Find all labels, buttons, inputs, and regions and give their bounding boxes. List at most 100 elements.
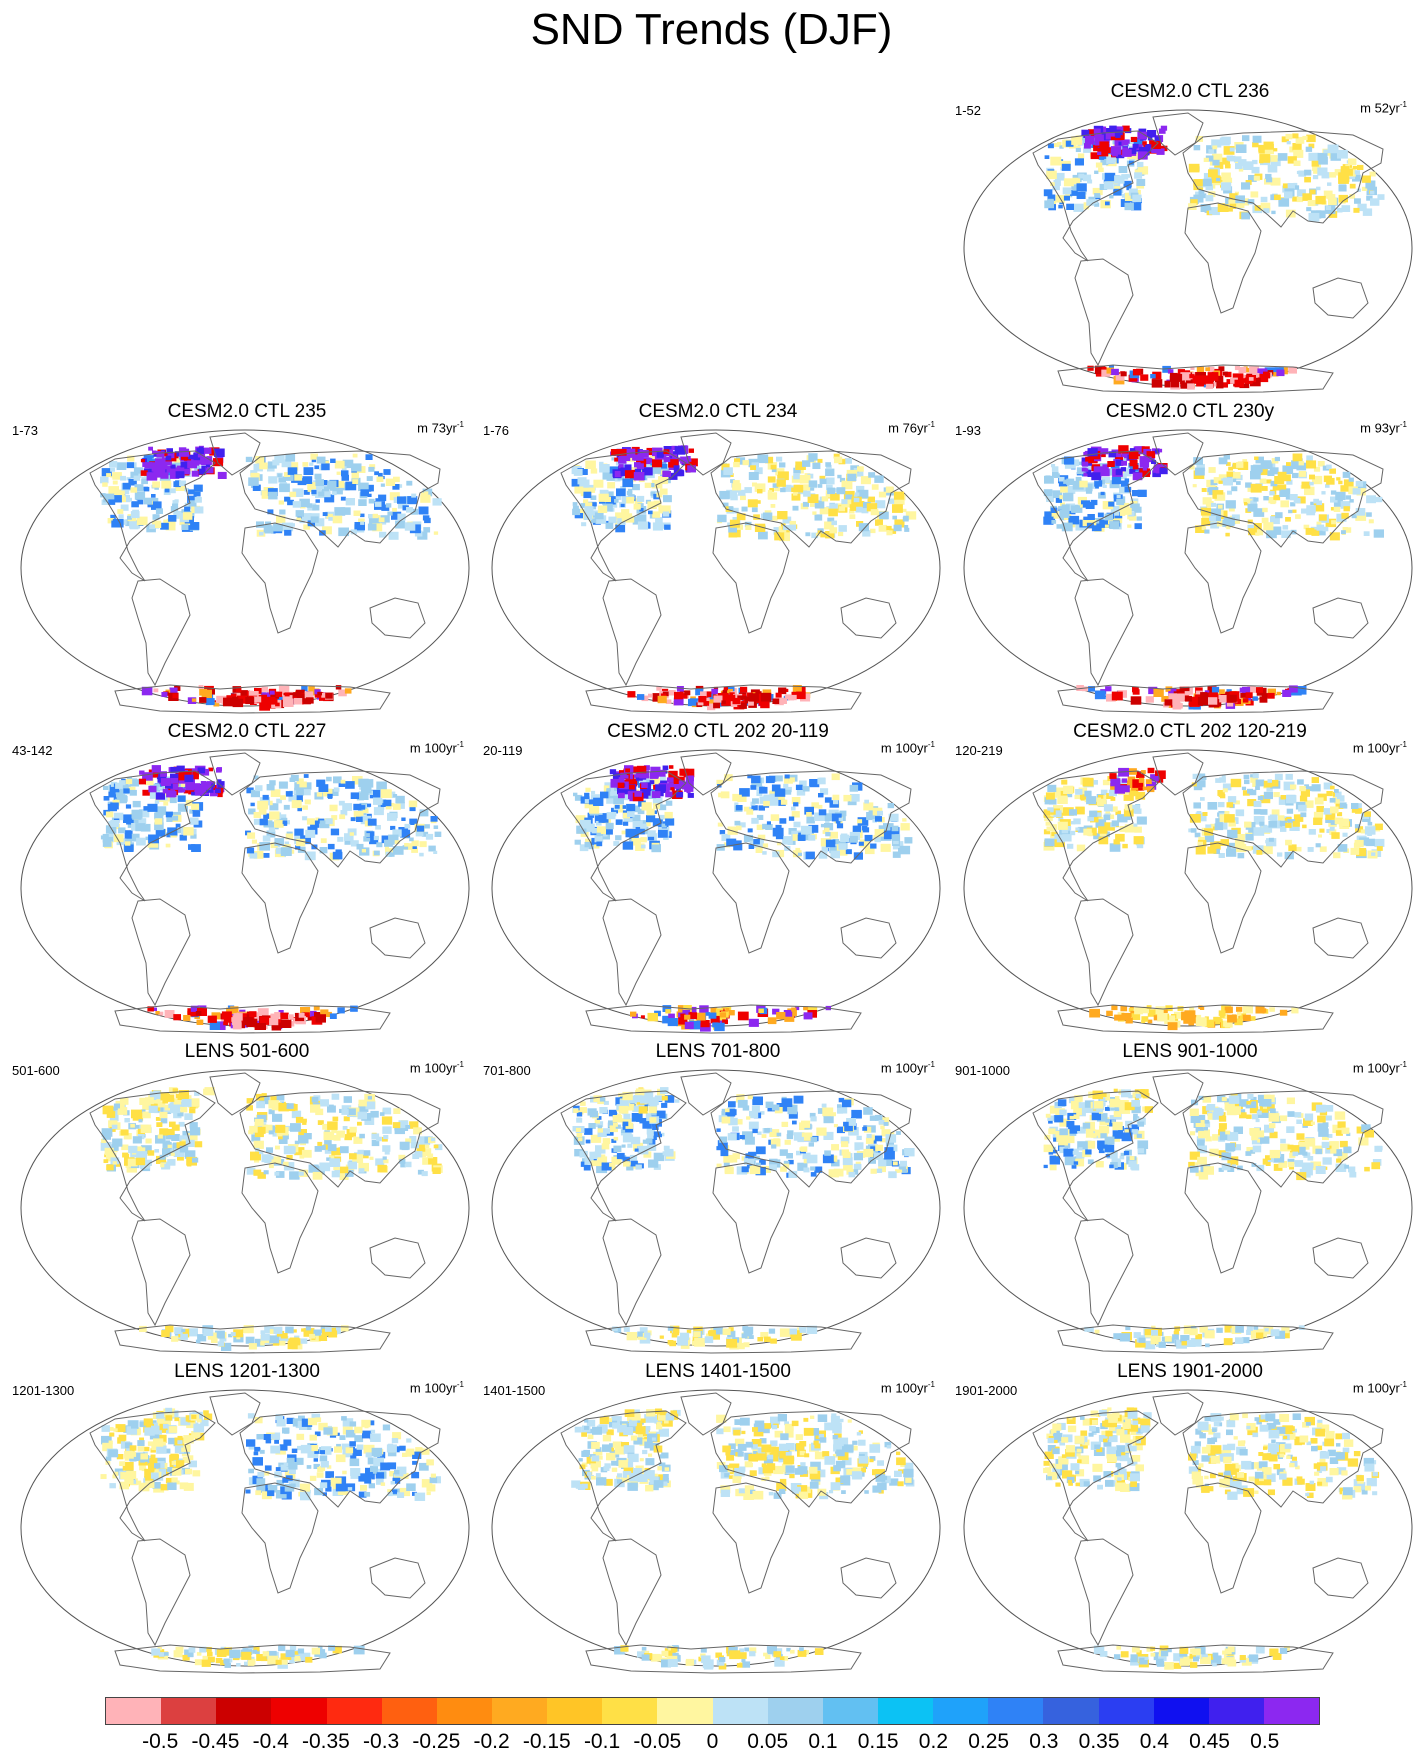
colorbar-tick-label: 0.45 [1189, 1730, 1230, 1754]
colorbar-tick-label: -0.35 [302, 1730, 350, 1754]
panel-units: m 100yr-1 [881, 1057, 935, 1076]
map-plot [20, 1063, 472, 1357]
colorbar-segment-8 [547, 1698, 602, 1724]
colorbar-segment-10 [657, 1698, 712, 1724]
colorbar-tick-label: -0.25 [412, 1730, 460, 1754]
panel-title: CESM2.0 CTL 234 [483, 401, 953, 423]
colorbar-segment-6 [437, 1698, 492, 1724]
panel-units: m 100yr-1 [410, 737, 464, 756]
colorbar-tick-label: -0.45 [192, 1730, 240, 1754]
panel-units: m 76yr-1 [888, 417, 935, 436]
panel-year-range: 1201-1300 [12, 1383, 74, 1399]
panel-title: CESM2.0 CTL 235 [12, 401, 482, 423]
panel-units: m 100yr-1 [410, 1377, 464, 1396]
colorbar-segment-2 [216, 1698, 271, 1724]
colorbar-tick-label: -0.15 [523, 1730, 571, 1754]
colorbar-tick-label: -0.05 [633, 1730, 681, 1754]
panel-units: m 100yr-1 [1353, 737, 1407, 756]
colorbar-tick-label: 0.1 [808, 1730, 837, 1754]
figure-title: SND Trends (DJF) [0, 4, 1423, 56]
colorbar-segment-4 [327, 1698, 382, 1724]
map-plot [491, 1383, 943, 1677]
panel-year-range: 1-73 [12, 423, 38, 439]
colorbar-tick-label: -0.1 [584, 1730, 620, 1754]
colorbar-segment-17 [1043, 1698, 1098, 1724]
colorbar-labels: -0.5 -0.45 -0.4 -0.35 -0.3 -0.25 -0.2 -0.15 -0.1… [0, 1730, 1423, 1756]
panel-title: CESM2.0 CTL 230y [955, 401, 1423, 423]
map-plot [20, 743, 472, 1037]
colorbar-tick-label: 0.3 [1029, 1730, 1058, 1754]
colorbar-tick-label: 0.05 [747, 1730, 788, 1754]
panel-units: m 100yr-1 [410, 1057, 464, 1076]
colorbar-segment-18 [1099, 1698, 1154, 1724]
panel-units: m 100yr-1 [1353, 1377, 1407, 1396]
panel-units: m 100yr-1 [881, 737, 935, 756]
colorbar-segment-20 [1209, 1698, 1264, 1724]
colorbar-segment-0 [106, 1698, 161, 1724]
colorbar-segment-15 [933, 1698, 988, 1724]
colorbar-tick-label: -0.5 [142, 1730, 178, 1754]
panel-year-range: 1-52 [955, 103, 981, 119]
map-plot [491, 423, 943, 717]
colorbar-segment-7 [492, 1698, 547, 1724]
colorbar-segment-13 [823, 1698, 878, 1724]
colorbar-segment-9 [602, 1698, 657, 1724]
map-plot [963, 1383, 1415, 1677]
panel-units: m 100yr-1 [1353, 1057, 1407, 1076]
panel-year-range: 701-800 [483, 1063, 531, 1079]
map-plot [963, 423, 1415, 717]
colorbar-tick-label: 0.25 [968, 1730, 1009, 1754]
panel-year-range: 901-1000 [955, 1063, 1010, 1079]
colorbar-segment-21 [1264, 1698, 1319, 1724]
colorbar-tick-label: -0.3 [363, 1730, 399, 1754]
map-plot [20, 423, 472, 717]
colorbar-segment-14 [878, 1698, 933, 1724]
colorbar-tick-label: 0.4 [1140, 1730, 1169, 1754]
panel-units: m 73yr-1 [417, 417, 464, 436]
map-plot [963, 1063, 1415, 1357]
panel-year-range: 43-142 [12, 743, 52, 759]
colorbar-tick-label: 0.2 [919, 1730, 948, 1754]
panel-year-range: 1901-2000 [955, 1383, 1017, 1399]
colorbar-segment-11 [713, 1698, 768, 1724]
colorbar [105, 1697, 1320, 1725]
panel-units: m 93yr-1 [1360, 417, 1407, 436]
panel-year-range: 20-119 [483, 743, 523, 759]
colorbar-tick-label: 0.5 [1250, 1730, 1279, 1754]
colorbar-segment-5 [382, 1698, 437, 1724]
panel-year-range: 1-76 [483, 423, 509, 439]
map-plot [491, 743, 943, 1037]
panel-units: m 52yr-1 [1360, 97, 1407, 116]
panel-year-range: 1-93 [955, 423, 981, 439]
colorbar-tick-label: 0 [707, 1730, 719, 1754]
colorbar-tick-label: -0.4 [253, 1730, 289, 1754]
panel-year-range: 120-219 [955, 743, 1003, 759]
colorbar-segment-16 [988, 1698, 1043, 1724]
map-plot [20, 1383, 472, 1677]
map-plot [963, 103, 1415, 397]
panel-units: m 100yr-1 [881, 1377, 935, 1396]
colorbar-segment-19 [1154, 1698, 1209, 1724]
colorbar-tick-label: -0.2 [473, 1730, 509, 1754]
panel-title: CESM2.0 CTL 236 [955, 81, 1423, 103]
colorbar-segment-1 [161, 1698, 216, 1724]
panel-year-range: 1401-1500 [483, 1383, 545, 1399]
colorbar-tick-label: 0.15 [858, 1730, 899, 1754]
colorbar-segment-12 [768, 1698, 823, 1724]
panel-year-range: 501-600 [12, 1063, 60, 1079]
map-plot [491, 1063, 943, 1357]
map-plot [963, 743, 1415, 1037]
